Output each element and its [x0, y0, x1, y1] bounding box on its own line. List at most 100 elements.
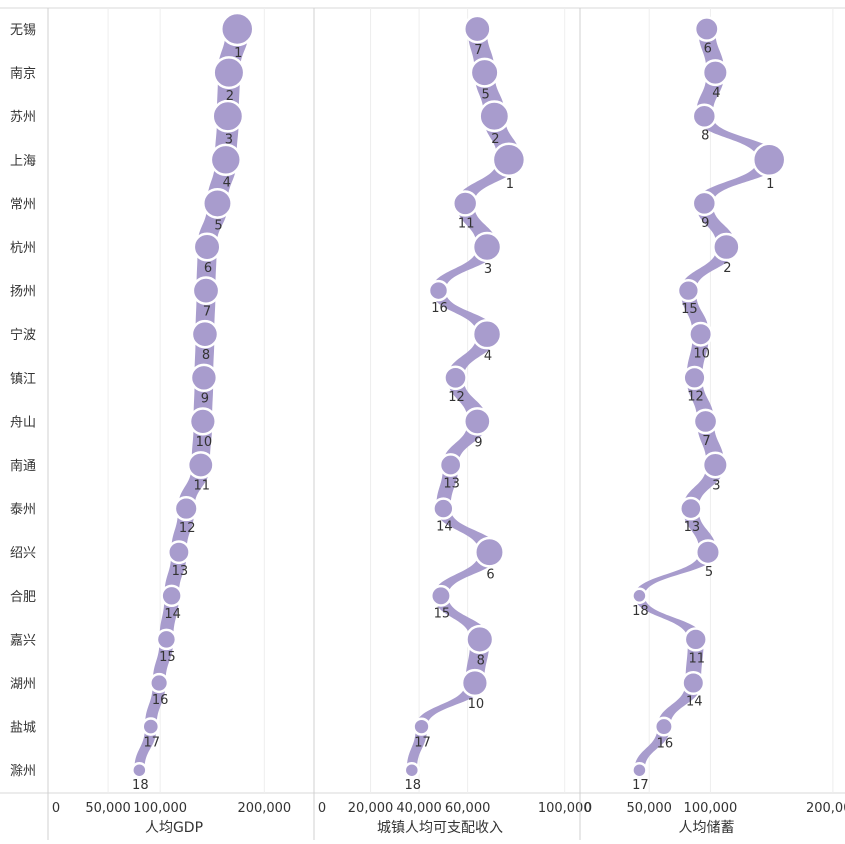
- data-point[interactable]: [701, 451, 729, 479]
- data-point[interactable]: [452, 190, 479, 217]
- data-point[interactable]: [465, 624, 495, 654]
- data-point[interactable]: [471, 231, 503, 263]
- data-point[interactable]: [188, 407, 217, 436]
- data-point[interactable]: [653, 716, 674, 737]
- data-point[interactable]: [403, 761, 421, 779]
- data-point[interactable]: [676, 278, 701, 303]
- rank-label: 6: [486, 567, 494, 582]
- data-point[interactable]: [173, 496, 199, 522]
- x-tick-label: 100,000: [133, 801, 187, 816]
- rank-label: 13: [172, 564, 189, 579]
- data-point[interactable]: [149, 672, 170, 694]
- data-point[interactable]: [412, 717, 431, 736]
- connector-band: [134, 726, 157, 771]
- rank-label: 12: [687, 390, 704, 405]
- city-label: 镇江: [10, 372, 36, 387]
- rank-label: 18: [405, 778, 422, 793]
- data-point[interactable]: [631, 587, 648, 605]
- x-tick-label: 100,000: [684, 801, 738, 816]
- data-point[interactable]: [463, 407, 492, 436]
- rank-label: 5: [214, 219, 222, 234]
- rank-label: 14: [686, 695, 703, 710]
- data-point[interactable]: [478, 100, 511, 133]
- data-point[interactable]: [683, 627, 708, 652]
- data-point[interactable]: [751, 142, 787, 178]
- data-point[interactable]: [429, 584, 452, 607]
- rank-label: 6: [204, 261, 212, 276]
- data-point[interactable]: [160, 584, 183, 608]
- rank-label: 11: [194, 479, 211, 494]
- data-point[interactable]: [463, 14, 492, 44]
- panel-3: 0 50,000 100,000 200,000 人均储蓄 6 4 8 1 9 2 15 10 12 7 3 1…: [579, 8, 845, 840]
- rank-label: 18: [132, 778, 149, 793]
- data-point[interactable]: [202, 187, 233, 219]
- panel-1: 0 50,000 100,000 200,000人均GDP12345678910111…: [47, 8, 291, 840]
- rank-label: 17: [414, 736, 431, 751]
- data-point[interactable]: [189, 363, 219, 392]
- rank-label: 9: [701, 216, 709, 231]
- x-tick-label: 50,000: [626, 801, 672, 816]
- data-point[interactable]: [681, 671, 706, 695]
- rank-label: 2: [491, 132, 499, 147]
- data-point[interactable]: [712, 232, 741, 262]
- data-point[interactable]: [141, 717, 161, 736]
- data-point[interactable]: [691, 190, 718, 217]
- data-point[interactable]: [682, 365, 707, 390]
- rank-label: 15: [159, 650, 176, 665]
- data-point[interactable]: [212, 56, 246, 90]
- data-point[interactable]: [190, 319, 220, 349]
- x-tick-label: 40,000: [396, 801, 442, 816]
- data-point[interactable]: [167, 540, 191, 565]
- rank-label: 4: [223, 176, 231, 191]
- data-point[interactable]: [691, 103, 718, 129]
- data-point[interactable]: [692, 408, 719, 435]
- city-label: 上海: [10, 154, 36, 169]
- city-label: 宁波: [10, 327, 36, 343]
- rank-label: 11: [688, 651, 705, 666]
- data-point[interactable]: [469, 57, 500, 88]
- data-point[interactable]: [443, 365, 468, 391]
- data-point[interactable]: [694, 539, 721, 566]
- data-point[interactable]: [631, 761, 648, 779]
- connector-band: [152, 639, 174, 683]
- rank-label: 16: [657, 736, 674, 751]
- rank-label: 9: [474, 435, 482, 450]
- data-point[interactable]: [211, 99, 245, 133]
- data-point[interactable]: [491, 142, 527, 178]
- data-point[interactable]: [220, 11, 255, 47]
- data-point[interactable]: [186, 451, 215, 479]
- data-point[interactable]: [192, 232, 222, 262]
- data-point[interactable]: [688, 321, 714, 347]
- city-label: 盐城: [10, 721, 36, 736]
- data-point[interactable]: [155, 628, 178, 651]
- rank-label: 13: [684, 520, 701, 535]
- data-point[interactable]: [191, 276, 221, 305]
- data-point[interactable]: [209, 143, 242, 176]
- data-point[interactable]: [474, 536, 505, 568]
- rank-label: 12: [448, 390, 465, 405]
- city-label: 南京: [10, 66, 36, 82]
- rank-label: 1: [234, 46, 242, 61]
- data-point[interactable]: [701, 59, 729, 87]
- data-point[interactable]: [427, 279, 450, 302]
- rank-label: 7: [474, 43, 482, 58]
- rank-label: 3: [484, 262, 492, 277]
- data-point[interactable]: [432, 497, 455, 520]
- rank-label: 5: [705, 565, 713, 580]
- data-point[interactable]: [471, 318, 503, 350]
- connector-band: [634, 552, 717, 596]
- x-tick-label: 0: [584, 801, 592, 816]
- rank-label: 8: [701, 129, 709, 144]
- city-label: 泰州: [10, 503, 36, 518]
- data-point[interactable]: [693, 16, 720, 42]
- data-point[interactable]: [131, 761, 148, 779]
- data-point[interactable]: [460, 668, 490, 698]
- data-point[interactable]: [438, 453, 463, 477]
- rank-label: 4: [712, 86, 720, 101]
- city-label: 滁州: [10, 763, 36, 779]
- connector-band: [634, 595, 704, 640]
- rank-label: 10: [196, 435, 213, 450]
- rank-label: 14: [436, 520, 453, 535]
- data-point[interactable]: [679, 496, 703, 521]
